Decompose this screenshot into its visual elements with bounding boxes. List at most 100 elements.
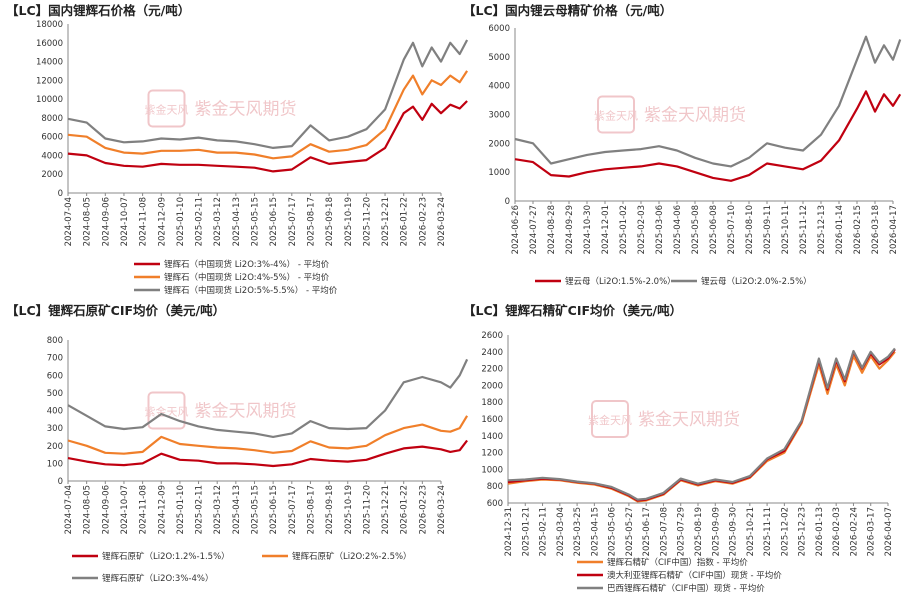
chart-panel-p2: 【LC】国内锂云母精矿价格（元/吨） 0 1000 2000 3000 4000 5000… [463, 0, 903, 300]
y-tick-label: 800 [47, 336, 63, 346]
x-tick-label: 2025-01-10 [176, 197, 186, 246]
y-tick-label: 4000 [41, 151, 63, 161]
y-tick-label: 100 [47, 459, 63, 469]
y-tick-label: 0 [58, 189, 63, 199]
x-tick-label: 2025-09-30 [729, 507, 739, 556]
legend-label: 锂辉石原矿（Li2O:1.2%-1.5%） [102, 551, 230, 562]
x-tick-label: 2025-04-06 [673, 205, 683, 254]
y-tick-label: 12000 [36, 76, 63, 86]
x-tick-label: 2025-09-18 [325, 485, 335, 534]
y-tick-label: 6000 [41, 133, 63, 143]
x-tick-label: 2025-05-27 [625, 507, 635, 556]
x-tick-label: 2025-05-15 [251, 485, 261, 534]
x-tick-label: 2024-12-01 [601, 205, 611, 254]
x-tick-label: 2026-01-22 [400, 197, 410, 246]
x-tick-label: 2025-02-11 [539, 507, 549, 556]
x-tick-label: 2025-06-15 [269, 197, 279, 246]
x-tick-label: 2025-02-11 [195, 485, 205, 534]
y-tick-label: 2200 [481, 365, 503, 375]
legend-label: 锂辉石（中国现货 Li2O:5%-5.5%） - 平均价 [164, 285, 338, 296]
x-tick-label: 2026-02-03 [832, 507, 842, 556]
x-tick-label: 2025-06-08 [709, 205, 719, 254]
chart-panel-p1: 【LC】国内锂辉石价格（元/吨） 0 2000 4000 6000 8000 10000 1… [6, 0, 469, 300]
legend-label: 锂辉石原矿（Li2O:3%-4%） [102, 573, 213, 584]
x-tick-label: 2025-08-17 [306, 197, 316, 246]
y-tick-label: 1200 [481, 449, 503, 459]
x-tick-label: 2024-09-06 [101, 485, 111, 534]
chart-panel-p4: 【LC】锂辉石精矿CIF均价（美元/吨） 600 800 1000 1200 1400 1… [463, 300, 903, 599]
x-tick-label: 2026-03-18 [871, 205, 881, 254]
y-tick-label: 400 [47, 407, 63, 417]
x-tick-label: 2026-04-07 [884, 507, 894, 556]
x-tick-label: 2024-08-05 [83, 197, 93, 246]
x-tick-label: 2026-01-14 [835, 205, 845, 254]
x-tick-label: 2025-01-02 [619, 205, 629, 254]
y-tick-label: 0 [505, 197, 510, 207]
chart-svg: 0 100 200 300 400 500 600 700 800 2024-07-04 2024-… [47, 336, 469, 584]
x-tick-label: 2025-09-18 [325, 197, 335, 246]
watermark-seal-text: 紫金天风 [588, 413, 632, 427]
x-tick-label: 2025-03-04 [556, 507, 566, 556]
x-tick-label: 2025-11-12 [799, 205, 809, 254]
y-tick-label: 4000 [488, 82, 510, 92]
watermark-text: 紫金天风期货 [195, 100, 297, 120]
x-tick-label: 2025-09-09 [711, 507, 721, 556]
watermark-seal [591, 400, 629, 438]
chart-svg: 600 800 1000 1200 1400 1600 1800 2000 2200 2400 26… [481, 331, 896, 594]
x-tick-label: 2025-11-11 [763, 507, 773, 556]
chart-title: 【LC】锂辉石原矿CIF均价（美元/吨） [6, 303, 226, 318]
x-tick-label: 2025-12-23 [798, 507, 808, 556]
x-tick-label: 2025-12-13 [817, 205, 827, 254]
y-tick-label: 600 [47, 371, 63, 381]
watermark-text: 紫金天风期货 [644, 106, 746, 126]
watermark-seal-text: 紫金天风 [145, 103, 189, 117]
y-tick-label: 200 [47, 442, 63, 452]
x-tick-label: 2026-04-17 [889, 205, 899, 254]
chart-title: 【LC】锂辉石精矿CIF均价（美元/吨） [463, 303, 683, 318]
x-tick-label: 2024-11-08 [139, 197, 149, 246]
y-tick-label: 5000 [488, 53, 510, 63]
legend-label: 锂辉石（中国现货 Li2O:3%-4%） - 平均价 [164, 259, 330, 270]
x-tick-label: 2024-12-31 [504, 507, 514, 556]
x-tick-label: 2024-09-06 [101, 197, 111, 246]
x-tick-label: 2025-12-21 [381, 197, 391, 246]
y-tick-label: 18000 [36, 20, 63, 30]
x-tick-label: 2024-09-29 [565, 205, 575, 254]
x-tick-label: 2024-11-08 [139, 485, 149, 534]
x-tick-label: 2026-03-17 [867, 507, 877, 556]
x-tick-label: 2025-02-11 [195, 197, 205, 246]
y-tick-label: 700 [47, 354, 63, 364]
watermark: 紫金天风 紫金天风期货 [145, 391, 297, 430]
series-line-2 [514, 35, 902, 168]
x-tick-label: 2025-06-17 [642, 507, 652, 556]
y-tick-label: 14000 [36, 58, 63, 68]
watermark-seal-text: 紫金天风 [594, 109, 638, 123]
x-tick-label: 2025-10-19 [344, 485, 354, 534]
legend-label: 锂云母（Li2O:2.0%-2.5%） [701, 276, 812, 287]
x-tick-label: 2026-01-22 [400, 485, 410, 534]
x-tick-label: 2025-08-17 [306, 485, 316, 534]
legend-label: 澳大利亚锂辉石精矿（CIF中国）现货 - 平均价 [607, 570, 782, 581]
x-tick-label: 2024-07-27 [529, 205, 539, 254]
x-tick-label: 2024-12-09 [157, 197, 167, 246]
y-tick-label: 3000 [488, 111, 510, 121]
series-line-2 [67, 415, 469, 455]
legend-label: 巴西锂辉石精矿（CIF中国）现货 - 平均价 [607, 583, 765, 594]
x-tick-label: 2025-05-15 [251, 197, 261, 246]
watermark-text: 紫金天风期货 [195, 402, 297, 422]
series-line-1 [514, 90, 902, 182]
y-tick-label: 2600 [481, 331, 503, 341]
x-tick-label: 2024-08-28 [547, 205, 557, 254]
series-line-3 [67, 358, 469, 438]
y-tick-label: 6000 [488, 24, 510, 34]
y-tick-label: 1000 [488, 168, 510, 178]
series-line-1 [67, 439, 468, 468]
x-tick-label: 2025-09-11 [763, 205, 773, 254]
y-tick-label: 300 [47, 424, 63, 434]
x-tick-label: 2025-01-21 [521, 507, 531, 556]
x-tick-label: 2026-03-24 [437, 197, 447, 246]
watermark-seal [147, 89, 186, 128]
y-tick-label: 1000 [481, 465, 503, 475]
chart-svg: 0 2000 4000 6000 8000 10000 12000 14000 16000 180… [36, 20, 469, 296]
y-tick-label: 10000 [36, 95, 63, 105]
